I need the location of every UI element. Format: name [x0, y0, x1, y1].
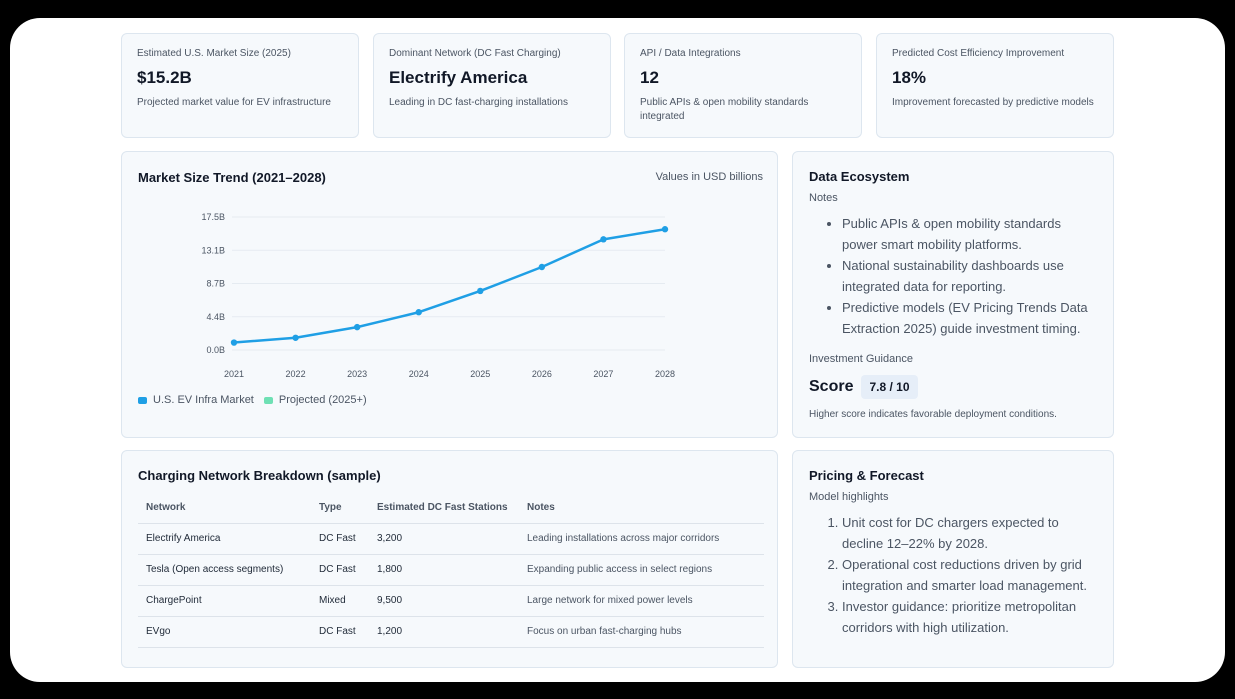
line-chart: 0.0B 4.4B 8.7B 13.1B 17.5B 2021 2022 2023 2024 20… — [122, 152, 779, 392]
table-cell: Tesla (Open access segments) — [138, 554, 311, 585]
data-ecosystem-card: Data Ecosystem Notes Public APIs & open … — [792, 151, 1114, 438]
kpi-label: API / Data Integrations — [640, 48, 846, 59]
table-cell: DC Fast — [311, 616, 369, 647]
pricing-item: Unit cost for DC chargers expected to de… — [842, 512, 1097, 554]
table-cell: 3,200 — [369, 523, 519, 554]
table-cell: 1,200 — [369, 616, 519, 647]
data-point — [600, 236, 606, 242]
x-tick-label: 2027 — [593, 369, 613, 379]
y-tick-label: 17.5B — [201, 212, 225, 222]
table-cell: ChargePoint — [138, 585, 311, 616]
series-line — [234, 229, 665, 342]
kpi-label: Predicted Cost Efficiency Improvement — [892, 48, 1098, 59]
pricing-item: Operational cost reductions driven by gr… — [842, 554, 1097, 596]
column-header: Estimated DC Fast Stations — [369, 493, 519, 523]
kpi-card-cost-efficiency: Predicted Cost Efficiency Improvement 18… — [876, 33, 1114, 138]
eco-note-item: National sustainability dashboards use i… — [842, 255, 1097, 297]
data-point — [231, 339, 237, 345]
kpi-card-market-size: Estimated U.S. Market Size (2025) $15.2B… — [121, 33, 359, 138]
x-tick-label: 2024 — [409, 369, 429, 379]
table-cell: Expanding public access in select region… — [519, 554, 764, 585]
data-point — [354, 324, 360, 330]
table-cell: Electrify America — [138, 523, 311, 554]
data-point — [292, 335, 298, 341]
kpi-label: Dominant Network (DC Fast Charging) — [389, 48, 595, 59]
score-badge: 7.8 / 10 — [861, 375, 917, 399]
y-tick-label: 0.0B — [206, 345, 225, 355]
eco-note-item: Public APIs & open mobility standards po… — [842, 213, 1097, 255]
y-tick-label: 8.7B — [206, 279, 225, 289]
kpi-value: 18% — [892, 68, 1098, 88]
kpi-value: $15.2B — [137, 68, 343, 88]
table-header-row: Network Type Estimated DC Fast Stations … — [138, 493, 764, 523]
y-tick-label: 4.4B — [206, 312, 225, 322]
kpi-desc: Projected market value for EV infrastruc… — [137, 96, 343, 110]
network-table: Network Type Estimated DC Fast Stations … — [138, 493, 764, 648]
chart-legend: U.S. EV Infra Market Projected (2025+) — [138, 394, 367, 406]
table-cell: Focus on urban fast-charging hubs — [519, 616, 764, 647]
legend-item-projected[interactable]: Projected (2025+) — [264, 394, 367, 406]
table-row: EVgo DC Fast 1,200 Focus on urban fast-c… — [138, 616, 764, 647]
legend-swatch — [138, 397, 147, 404]
column-header: Notes — [519, 493, 764, 523]
data-point — [416, 309, 422, 315]
pricing-item: Investor guidance: prioritize metropolit… — [842, 596, 1097, 638]
table-cell: Leading installations across major corri… — [519, 523, 764, 554]
table-title: Charging Network Breakdown (sample) — [138, 468, 761, 483]
data-point — [662, 226, 668, 232]
table-row: ChargePoint Mixed 9,500 Large network fo… — [138, 585, 764, 616]
x-tick-label: 2023 — [347, 369, 367, 379]
data-point — [477, 288, 483, 294]
data-point — [539, 264, 545, 270]
legend-item-market[interactable]: U.S. EV Infra Market — [138, 394, 254, 406]
column-header: Network — [138, 493, 311, 523]
y-tick-label: 13.1B — [201, 245, 225, 255]
table-cell: Large network for mixed power levels — [519, 585, 764, 616]
kpi-value: Electrify America — [389, 68, 595, 88]
investment-guidance-label: Investment Guidance — [809, 353, 1097, 365]
legend-label: U.S. EV Infra Market — [153, 394, 254, 406]
pricing-title: Pricing & Forecast — [809, 468, 1097, 483]
x-tick-label: 2021 — [224, 369, 244, 379]
kpi-card-integrations: API / Data Integrations 12 Public APIs &… — [624, 33, 862, 138]
kpi-value: 12 — [640, 68, 846, 88]
kpi-desc: Improvement forecasted by predictive mod… — [892, 96, 1098, 110]
pricing-subtitle: Model highlights — [809, 491, 1097, 503]
table-row: Electrify America DC Fast 3,200 Leading … — [138, 523, 764, 554]
x-tick-label: 2025 — [470, 369, 490, 379]
score-row: Score 7.8 / 10 — [809, 375, 1097, 399]
pricing-forecast-card: Pricing & Forecast Model highlights Unit… — [792, 450, 1114, 668]
x-tick-label: 2028 — [655, 369, 675, 379]
dashboard-frame: Estimated U.S. Market Size (2025) $15.2B… — [10, 18, 1225, 682]
table-row: Tesla (Open access segments) DC Fast 1,8… — [138, 554, 764, 585]
eco-title: Data Ecosystem — [809, 169, 1097, 184]
table-cell: 1,800 — [369, 554, 519, 585]
score-note: Higher score indicates favorable deploym… — [809, 409, 1097, 420]
eco-notes-label: Notes — [809, 192, 1097, 204]
eco-note-item: Predictive models (EV Pricing Trends Dat… — [842, 297, 1097, 339]
market-trend-card: Market Size Trend (2021–2028) Values in … — [121, 151, 778, 438]
table-cell: DC Fast — [311, 523, 369, 554]
x-tick-label: 2026 — [532, 369, 552, 379]
kpi-card-dominant-network: Dominant Network (DC Fast Charging) Elec… — [373, 33, 611, 138]
table-cell: DC Fast — [311, 554, 369, 585]
table-cell: EVgo — [138, 616, 311, 647]
legend-label: Projected (2025+) — [279, 394, 367, 406]
kpi-desc: Public APIs & open mobility standards in… — [640, 96, 846, 124]
table-cell: Mixed — [311, 585, 369, 616]
kpi-desc: Leading in DC fast-charging installation… — [389, 96, 595, 110]
legend-swatch — [264, 397, 273, 404]
column-header: Type — [311, 493, 369, 523]
table-cell: 9,500 — [369, 585, 519, 616]
x-tick-label: 2022 — [286, 369, 306, 379]
pricing-list: Unit cost for DC chargers expected to de… — [842, 512, 1097, 638]
network-breakdown-card: Charging Network Breakdown (sample) Netw… — [121, 450, 778, 668]
score-label: Score — [809, 378, 853, 396]
eco-notes-list: Public APIs & open mobility standards po… — [842, 213, 1097, 339]
kpi-label: Estimated U.S. Market Size (2025) — [137, 48, 343, 59]
